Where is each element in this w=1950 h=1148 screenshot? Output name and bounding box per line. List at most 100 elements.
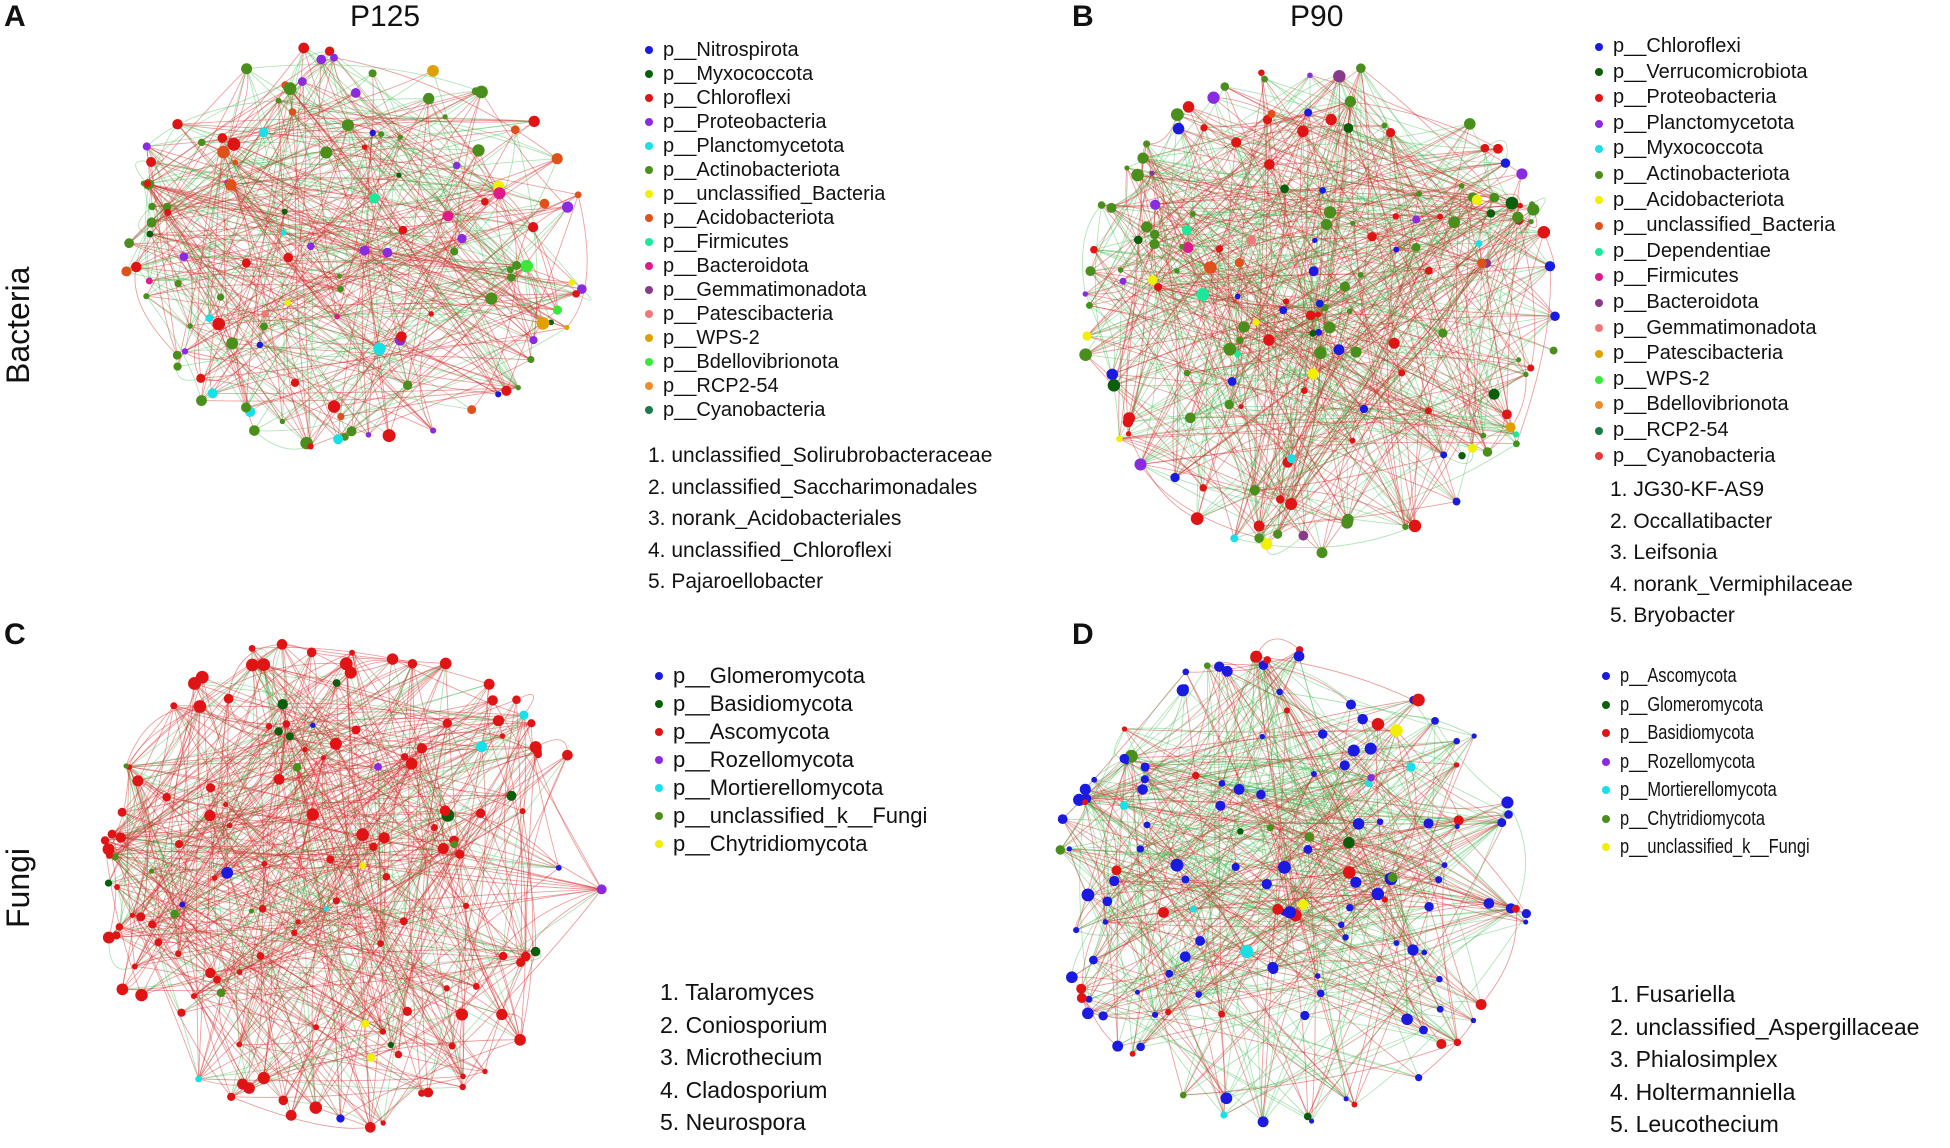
network-node [1309,329,1317,337]
positive-edge [1206,665,1291,913]
network-node [195,670,209,684]
network-node [292,763,302,772]
positive-edge [1142,157,1165,245]
positive-edge [1093,827,1271,961]
positive-edge [194,296,221,379]
negative-edge [329,51,380,349]
positive-edge [198,682,338,1080]
positive-edge [1101,204,1395,344]
positive-edge [1155,204,1429,272]
network-node [1141,221,1153,233]
negative-edge [372,73,401,138]
positive-edge [356,834,384,1032]
negative-edge [1233,236,1373,539]
positive-edge [293,812,481,934]
network-node [368,69,377,78]
negative-edge [263,312,432,327]
network-node [1165,1008,1172,1016]
negative-edge [1338,349,1484,436]
network-node [334,313,340,320]
negative-edge [1286,710,1322,994]
negative-edge [1085,699,1419,800]
positive-edge [1350,101,1488,453]
negative-edge [1128,349,1340,435]
positive-edge [134,920,404,967]
negative-edge [1262,826,1458,1123]
positive-edge [421,684,490,749]
positive-edge [340,766,381,1119]
positive-edge [1233,340,1270,539]
positive-edge [238,834,363,1045]
positive-edge [403,748,423,922]
positive-edge [1258,270,1430,539]
network-node [177,1008,186,1017]
network-node [1517,202,1524,209]
negative-edge [1240,199,1478,407]
network-node [378,131,385,138]
positive-edge [475,888,602,987]
positive-edge [1157,123,1471,288]
positive-edge [1146,143,1420,195]
positive-edge [282,754,539,1101]
network-node [1149,170,1155,176]
positive-edge [1349,148,1499,312]
positive-edge [1313,773,1351,873]
negative-edge [145,295,202,401]
positive-edge [1360,68,1457,502]
negative-edge [1114,822,1502,882]
negative-edge [116,934,453,1047]
positive-edge [1137,822,1502,993]
negative-edge [1196,265,1551,520]
positive-edge [510,269,572,284]
negative-edge [1187,221,1327,248]
positive-edge [166,68,248,208]
negative-edge [1167,710,1288,1013]
network-node [154,938,163,947]
network-node [428,311,434,317]
negative-edge [1145,718,1363,768]
positive-edge [282,663,413,1101]
negative-edge [1221,649,1300,784]
positive-edge [1186,113,1272,374]
positive-edge [1085,193,1420,356]
positive-edge [1186,229,1444,456]
network-node [1333,344,1345,356]
negative-edge [1060,710,1288,851]
positive-edge [210,787,503,1015]
positive-edge [1254,454,1444,491]
positive-edge [1271,113,1462,187]
network-node [1381,896,1388,903]
negative-edge [146,146,519,389]
positive-edge [1137,174,1417,248]
network-node [1305,310,1316,321]
negative-edge [1258,75,1311,539]
positive-edge [1119,438,1260,527]
network-node [1521,909,1531,919]
legend-dot-icon [1595,170,1603,179]
positive-edge [1346,196,1474,523]
network-node [1111,865,1122,876]
positive-edge [1085,243,1155,295]
negative-edge [1185,826,1458,958]
negative-edge [1362,718,1482,1005]
network-node [248,908,255,914]
positive-edge [120,835,363,866]
positive-edge [114,837,385,860]
negative-edge [1140,301,1287,465]
network-node [1082,1007,1094,1020]
negative-edge [126,186,499,272]
negative-edge [1196,270,1430,519]
negative-edge [336,215,449,317]
positive-edge [120,795,512,838]
negative-edge [1093,959,1264,1123]
negative-edge [1060,827,1271,856]
negative-edge [1167,659,1268,1013]
positive-edge [1062,758,1125,820]
negative-edge [1088,968,1274,1000]
positive-edge [1376,724,1414,951]
negative-edge [1075,764,1457,931]
positive-edge [1354,906,1430,1105]
network-node [527,355,535,364]
negative-edge [290,810,446,1116]
legend-label: p__Proteobacteria [1613,86,1777,109]
